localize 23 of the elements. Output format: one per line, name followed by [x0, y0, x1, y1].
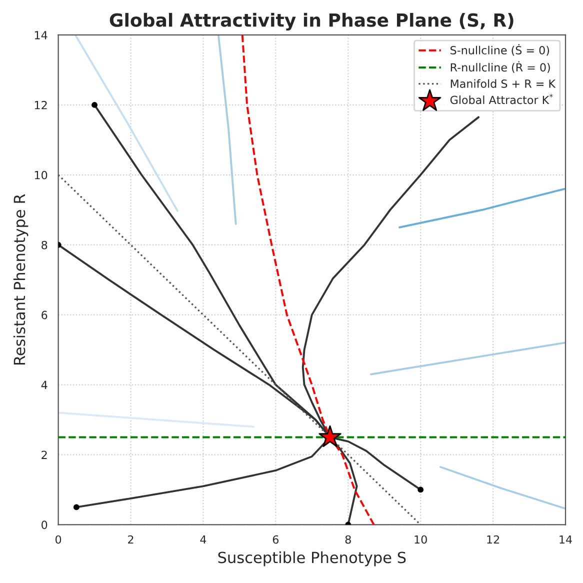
x-tick-label: 4 — [200, 535, 206, 544]
x-tick-label: 14 — [560, 535, 572, 544]
legend-label: Manifold S + R = K — [450, 79, 556, 88]
y-tick-label: 10 — [34, 170, 48, 180]
x-tick-label: 6 — [272, 535, 279, 544]
x-tick-label: 0 — [56, 535, 62, 544]
y-axis-title: Resistant Phenotype R — [13, 194, 28, 364]
x-tick-label: 12 — [487, 535, 500, 544]
x-tick-label: 10 — [414, 535, 427, 544]
legend-label: R-nullcline (Ṙ = 0) — [450, 61, 550, 73]
chart-title: Global Attractivity in Phase Plane (S, R) — [110, 12, 514, 31]
y-tick-label: 8 — [42, 240, 48, 250]
x-tick-label: 2 — [128, 535, 134, 544]
y-tick-label: 4 — [41, 380, 48, 389]
y-tick-label: 0 — [42, 520, 48, 530]
x-tick-label: 8 — [345, 535, 351, 544]
y-tick-label: 14 — [34, 31, 48, 40]
legend-label: S-nullcline (Ṡ = 0) — [450, 44, 550, 56]
y-tick-label: 6 — [42, 310, 48, 320]
y-tick-label: 12 — [34, 100, 47, 110]
x-axis-title: Susceptible Phenotype S — [218, 551, 406, 566]
legend-label: Global Attractor K$^{*}$ — [450, 94, 553, 104]
y-tick-label: 2 — [42, 450, 47, 459]
